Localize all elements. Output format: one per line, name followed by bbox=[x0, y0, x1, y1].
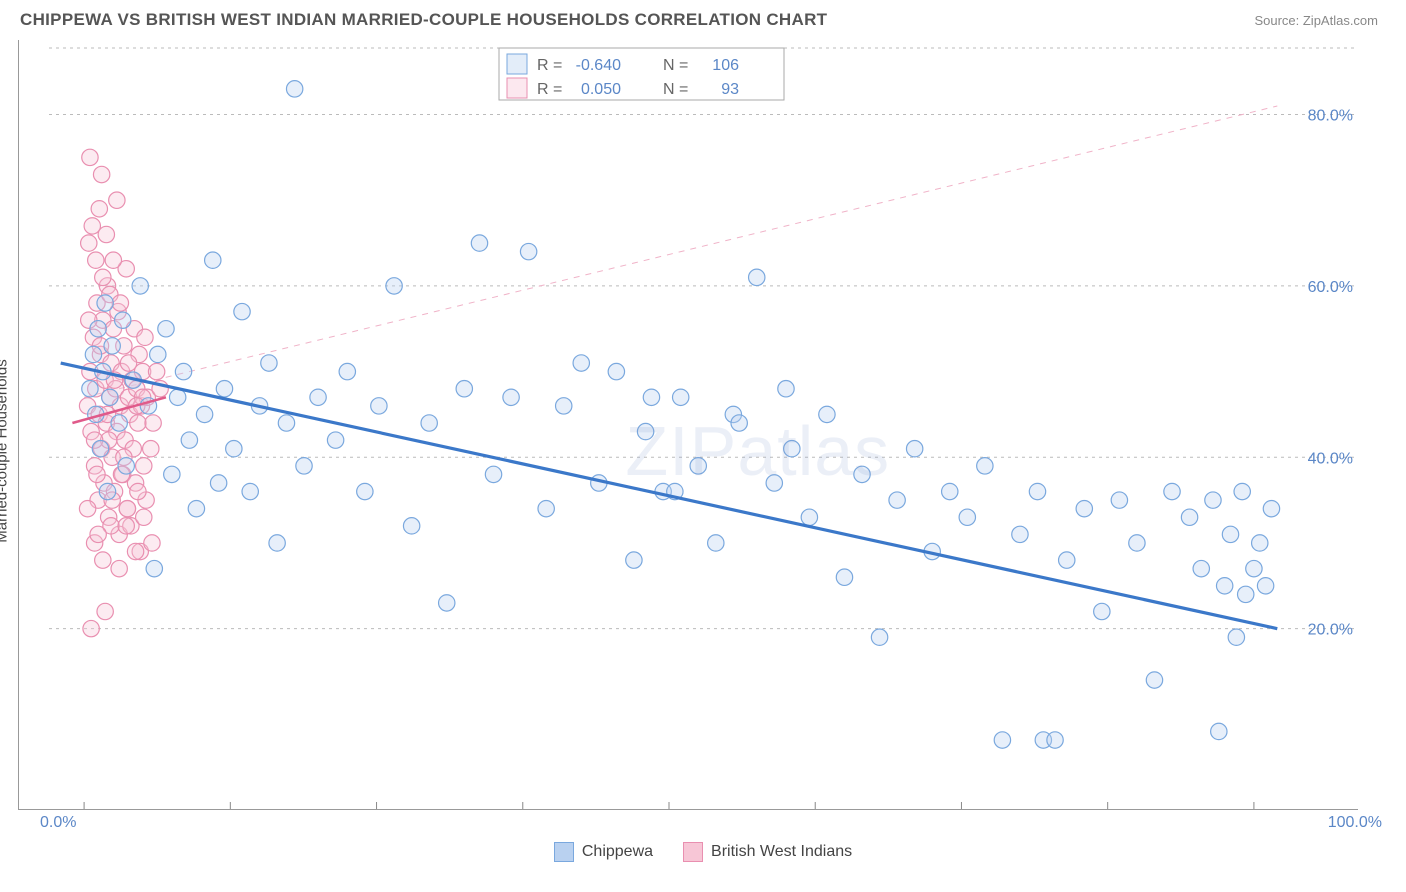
chart-source: Source: ZipAtlas.com bbox=[1254, 13, 1378, 28]
legend-swatch-chippewa bbox=[554, 842, 574, 862]
x-axis-max-label: 100.0% bbox=[1328, 814, 1382, 832]
chart-container: Married-couple Households ZIPatlas 20.0%… bbox=[18, 40, 1388, 862]
chart-header: CHIPPEWA VS BRITISH WEST INDIAN MARRIED-… bbox=[0, 0, 1406, 36]
svg-text:N =: N = bbox=[663, 57, 688, 74]
svg-text:60.0%: 60.0% bbox=[1308, 279, 1353, 296]
scatter-plot: 20.0% 40.0% 60.0% 80.0% R = -0.640 N = 106 R = 0.… bbox=[18, 40, 1358, 810]
svg-text:80.0%: 80.0% bbox=[1308, 108, 1353, 125]
y-axis-label: Married-couple Households bbox=[0, 359, 11, 542]
svg-text:N =: N = bbox=[663, 81, 688, 98]
legend-item-bwi: British West Indians bbox=[683, 842, 852, 862]
svg-text:R =: R = bbox=[537, 57, 562, 74]
svg-text:20.0%: 20.0% bbox=[1308, 622, 1353, 639]
svg-text:R =: R = bbox=[537, 81, 562, 98]
legend-bottom: Chippewa British West Indians bbox=[18, 842, 1388, 862]
svg-text:93: 93 bbox=[721, 81, 739, 98]
svg-text:106: 106 bbox=[712, 57, 739, 74]
svg-text:0.050: 0.050 bbox=[581, 81, 621, 98]
legend-item-chippewa: Chippewa bbox=[554, 842, 653, 862]
chart-title: CHIPPEWA VS BRITISH WEST INDIAN MARRIED-… bbox=[20, 10, 827, 30]
legend-swatch-bwi bbox=[683, 842, 703, 862]
svg-text:-0.640: -0.640 bbox=[576, 57, 621, 74]
svg-text:40.0%: 40.0% bbox=[1308, 450, 1353, 467]
x-axis-min-label: 0.0% bbox=[40, 814, 76, 832]
